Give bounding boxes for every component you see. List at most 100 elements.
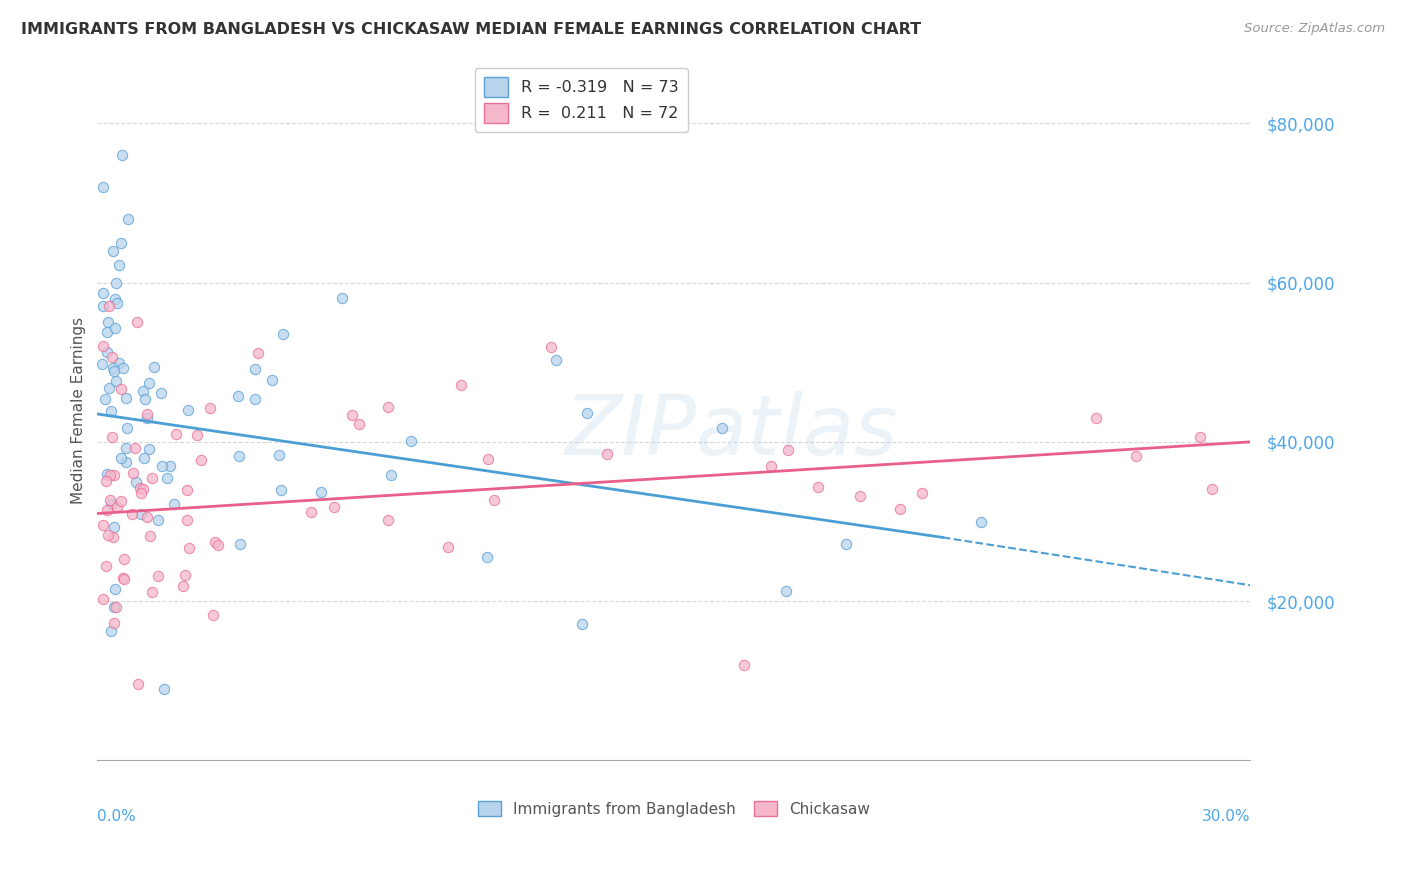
Point [484,493,506,508]
Point [1125,449,1147,463]
Point [260,373,283,387]
Point [150,458,173,473]
Point [309,485,332,500]
Text: IMMIGRANTS FROM BANGLADESH VS CHICKASAW MEDIAN FEMALE EARNINGS CORRELATION CHART: IMMIGRANTS FROM BANGLADESH VS CHICKASAW … [21,22,921,37]
Point [911,485,934,500]
Point [103,600,125,615]
Point [186,428,208,442]
Point [103,520,125,534]
Point [111,148,134,162]
Point [177,403,200,417]
Point [112,572,135,586]
Point [110,494,132,508]
Point [96,345,118,359]
Point [135,510,157,524]
Point [243,361,266,376]
Point [138,529,160,543]
Point [271,326,294,341]
Point [201,607,224,622]
Point [103,468,125,483]
Point [101,350,124,364]
Point [94,474,117,488]
Point [121,507,143,521]
Point [807,480,830,494]
Point [129,508,152,522]
Point [104,276,127,290]
Point [436,540,458,554]
Point [146,569,169,583]
Point [571,616,593,631]
Point [172,578,194,592]
Point [710,420,733,434]
Point [115,420,138,434]
Point [163,496,186,510]
Point [96,503,118,517]
Point [596,447,619,461]
Point [177,541,200,555]
Point [138,442,160,457]
Point [125,475,148,489]
Point [330,291,353,305]
Point [111,571,134,585]
Point [114,455,136,469]
Point [91,591,114,606]
Point [342,408,364,422]
Point [131,384,153,398]
Point [546,353,568,368]
Point [190,453,212,467]
Point [91,285,114,300]
Point [91,180,114,194]
Point [775,583,797,598]
Point [377,400,399,414]
Point [124,441,146,455]
Point [134,450,156,465]
Point [94,558,117,573]
Point [228,449,250,463]
Point [115,441,138,455]
Point [733,657,755,672]
Point [270,483,292,497]
Point [450,377,472,392]
Point [152,681,174,696]
Point [104,292,127,306]
Point [114,391,136,405]
Point [377,513,399,527]
Point [1085,411,1108,425]
Point [849,489,872,503]
Point [229,537,252,551]
Point [104,374,127,388]
Point [91,300,114,314]
Point [477,549,499,564]
Point [105,295,128,310]
Y-axis label: Median Female Earnings: Median Female Earnings [72,317,86,504]
Point [100,497,122,511]
Point [132,482,155,496]
Point [148,513,170,527]
Point [540,340,562,354]
Point [269,448,291,462]
Point [108,258,131,272]
Point [1201,482,1223,496]
Point [127,677,149,691]
Point [159,458,181,473]
Text: ZIPatlas: ZIPatlas [565,391,898,472]
Point [380,467,402,482]
Point [110,382,132,396]
Point [759,458,782,473]
Point [135,407,157,421]
Point [970,515,993,529]
Point [98,493,121,508]
Point [100,624,122,638]
Point [104,582,127,597]
Point [129,485,152,500]
Point [90,358,112,372]
Point [141,585,163,599]
Point [226,389,249,403]
Point [156,471,179,485]
Point [576,406,599,420]
Point [322,500,344,515]
Text: 30.0%: 30.0% [1202,809,1250,824]
Point [174,567,197,582]
Point [347,417,370,431]
Text: Source: ZipAtlas.com: Source: ZipAtlas.com [1244,22,1385,36]
